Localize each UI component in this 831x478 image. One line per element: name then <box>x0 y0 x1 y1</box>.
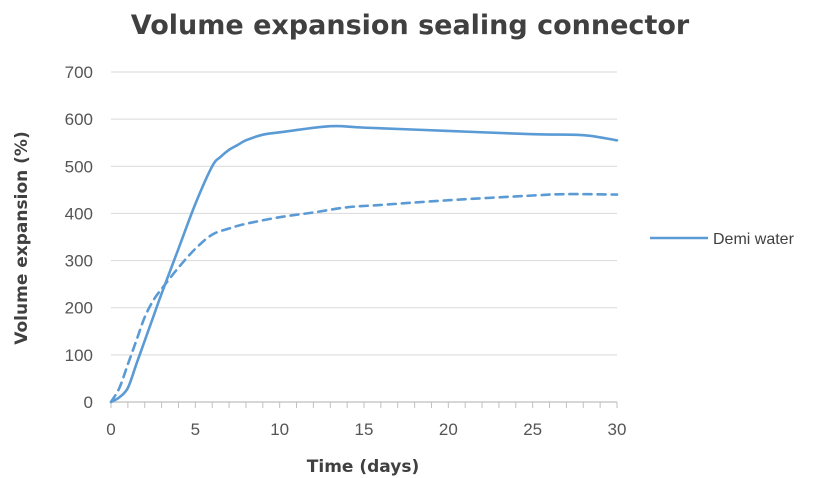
y-tick-label-200: 200 <box>65 299 93 318</box>
y-tick-label-700: 700 <box>65 63 93 82</box>
y-tick-label-100: 100 <box>65 346 93 365</box>
series-line-demi-water <box>109 124 619 404</box>
x-tick-label-0: 0 <box>106 420 115 439</box>
x-tick-label-25: 25 <box>523 420 542 439</box>
x-tick-label-30: 30 <box>608 420 627 439</box>
y-tick-label-500: 500 <box>65 157 93 176</box>
gridlines <box>111 71 617 356</box>
x-tick-label-20: 20 <box>439 420 458 439</box>
chart-title: Volume expansion sealing connector <box>131 10 690 41</box>
x-tick-label-15: 15 <box>355 420 374 439</box>
legend-label-demi-water: Demi water <box>713 231 795 248</box>
x-tick-label-10: 10 <box>270 420 289 439</box>
x-axis-tick-labels: 0 5 10 15 20 25 30 <box>106 420 626 439</box>
series-lines <box>109 124 619 404</box>
y-axis-tick-labels: 0 100 200 300 400 500 600 700 <box>65 63 93 412</box>
series-line-unlabeled-dashed <box>109 192 619 404</box>
y-tick-label-300: 300 <box>65 252 93 271</box>
y-tick-label-400: 400 <box>65 204 93 223</box>
x-axis-title: Time (days) <box>307 457 419 477</box>
legend: Demi water <box>650 231 795 248</box>
x-tick-label-5: 5 <box>191 420 200 439</box>
y-tick-label-0: 0 <box>84 393 93 412</box>
y-axis-title: Volume expansion (%) <box>12 131 32 344</box>
x-axis <box>110 401 618 408</box>
y-tick-label-600: 600 <box>65 110 93 129</box>
